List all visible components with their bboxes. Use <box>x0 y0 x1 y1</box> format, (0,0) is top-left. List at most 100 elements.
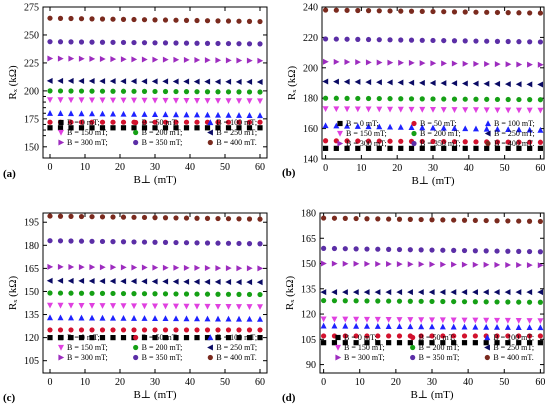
data-point <box>354 106 361 113</box>
data-point <box>257 98 263 105</box>
data-point <box>214 278 221 285</box>
legend-label: B = 200 mT; <box>142 343 183 352</box>
data-point <box>472 333 478 339</box>
data-point <box>398 138 404 144</box>
legend: B = 0 mT; B = 50 mT; B = 100 mT; B = 150 mT… <box>58 118 257 147</box>
data-point <box>333 58 340 65</box>
data-point <box>162 291 169 297</box>
data-point <box>355 7 361 14</box>
data-point <box>225 40 232 47</box>
data-point <box>494 323 501 330</box>
data-point <box>204 335 211 341</box>
data-point <box>130 78 137 85</box>
data-point <box>398 8 404 14</box>
data-point <box>236 89 242 95</box>
x-tick-label: 50 <box>220 162 230 173</box>
data-point <box>173 291 179 297</box>
data-point <box>120 125 127 131</box>
x-tick-label: 40 <box>463 377 473 388</box>
data-point <box>516 61 523 68</box>
data-point <box>376 37 382 43</box>
legend-label: B = 350 mT; <box>142 353 183 362</box>
data-point <box>344 122 351 129</box>
x-axis-label: B⊥ (mT) <box>133 174 176 186</box>
data-point <box>78 327 85 333</box>
data-point <box>57 302 64 309</box>
data-point <box>204 18 211 24</box>
data-point <box>364 260 371 267</box>
data-point <box>99 314 106 321</box>
data-point <box>131 39 137 46</box>
data-point <box>429 261 436 268</box>
legend-marker <box>485 120 491 127</box>
data-point <box>236 291 242 297</box>
data-point <box>526 340 533 346</box>
data-point <box>246 112 253 118</box>
data-point <box>429 340 435 346</box>
data-point <box>89 110 95 117</box>
data-point <box>47 335 53 341</box>
series-3 <box>322 122 544 133</box>
legend-label: B = 150 mT; <box>344 343 385 352</box>
x-axis-label: B⊥ (mT) <box>133 389 176 401</box>
data-point <box>398 145 404 151</box>
data-point <box>141 303 148 310</box>
data-point <box>68 213 74 219</box>
data-point <box>353 260 360 267</box>
x-tick-label: 40 <box>464 163 474 174</box>
chart-panel-2: 0 10 20 30 40 50 60 140 160 180 200 220 240 B⊥ (mT) Rₓ… <box>282 3 545 188</box>
data-point <box>355 36 361 42</box>
data-point <box>256 78 263 85</box>
data-point <box>109 278 116 285</box>
data-point <box>494 61 501 68</box>
data-point <box>89 327 95 333</box>
data-point <box>494 299 500 305</box>
data-point <box>419 8 425 15</box>
x-tick-label: 10 <box>355 377 365 388</box>
legend-marker <box>484 334 491 341</box>
data-point <box>331 316 338 323</box>
data-point <box>441 145 447 151</box>
data-point <box>215 291 221 297</box>
data-point <box>408 59 415 66</box>
data-point <box>78 314 85 321</box>
data-point <box>173 303 179 310</box>
data-point <box>322 145 329 151</box>
data-point <box>386 79 393 86</box>
data-point <box>99 214 106 220</box>
series-7 <box>321 260 544 269</box>
data-point <box>162 327 169 333</box>
data-point <box>131 315 137 321</box>
data-point <box>333 7 339 13</box>
data-point <box>194 98 200 104</box>
data-point <box>173 239 179 246</box>
data-point <box>440 107 447 113</box>
data-point <box>246 265 253 272</box>
data-point <box>257 327 263 333</box>
data-point <box>526 318 533 324</box>
data-point <box>131 97 137 104</box>
data-point <box>408 37 415 43</box>
data-point <box>515 126 522 133</box>
data-point <box>257 89 263 95</box>
data-point <box>257 265 264 272</box>
data-point <box>67 277 74 284</box>
data-point <box>47 290 53 296</box>
data-point <box>364 340 370 346</box>
data-point <box>527 39 533 45</box>
data-point <box>78 264 85 271</box>
data-point <box>461 247 468 254</box>
data-point <box>342 322 349 329</box>
data-point <box>152 56 159 63</box>
data-point <box>483 248 489 254</box>
x-tick-label: 30 <box>427 377 437 388</box>
data-point <box>89 335 95 341</box>
data-point <box>99 88 106 94</box>
data-point <box>183 335 190 341</box>
data-point <box>396 246 403 253</box>
data-point <box>376 138 382 144</box>
data-point <box>451 96 458 102</box>
data-point <box>342 289 348 296</box>
data-point <box>462 145 468 151</box>
data-point <box>162 239 169 245</box>
